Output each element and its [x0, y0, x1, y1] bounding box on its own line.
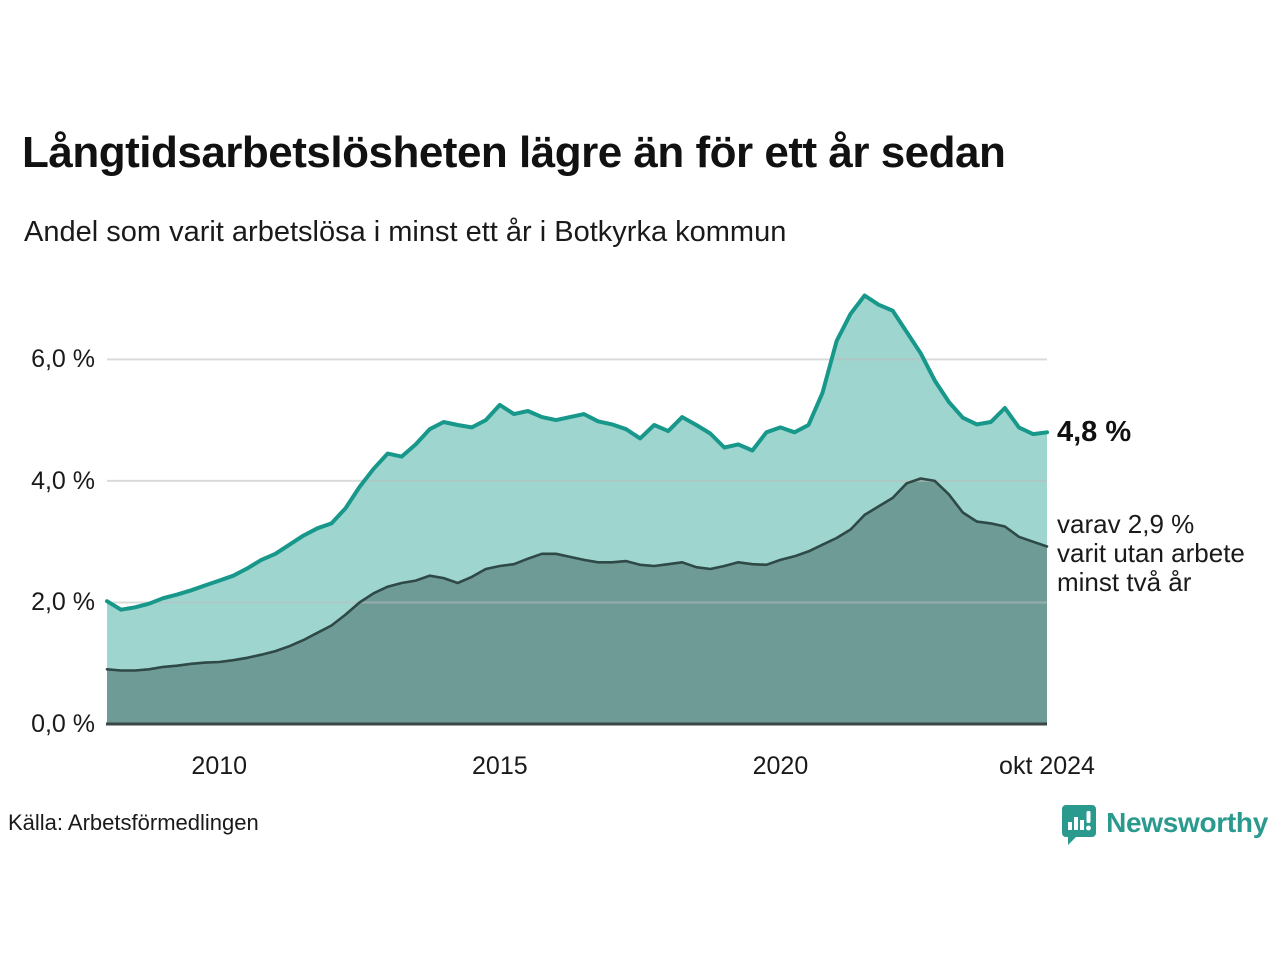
x-axis-tick-label: okt 2024 [999, 752, 1095, 780]
series-line-0 [105, 293, 1049, 612]
y-axis-tick-label: 0,0 % [31, 710, 95, 738]
series-line-1 [105, 477, 1049, 672]
x-axis-tick-label: 2015 [472, 752, 528, 780]
y-axis-tick-label: 2,0 % [31, 588, 95, 617]
x-axis-tick-label: 2010 [191, 752, 248, 780]
page-subtitle: Andel som varit arbetslösa i minst ett å… [24, 216, 787, 248]
latest-value-annotation: 4,8 % [1057, 416, 1132, 448]
x-axis-tick-label: 2020 [752, 752, 809, 780]
page-title: Långtidsarbetslösheten lägre än för ett … [22, 128, 1006, 177]
y-axis-tick-label: 6,0 % [31, 345, 95, 374]
y-axis-tick-label: 4,0 % [31, 466, 95, 495]
source-attribution: Källa: Arbetsförmedlingen [8, 810, 259, 835]
brand-logo: Newsworthy [1061, 804, 1268, 846]
brand-name: Newsworthy [1106, 807, 1268, 838]
secondary-value-annotation: varav 2,9 % varit utan arbete minst två … [1057, 509, 1245, 597]
newsworthy-bubble-icon [1062, 805, 1097, 845]
series-area-1 [107, 478, 1047, 724]
